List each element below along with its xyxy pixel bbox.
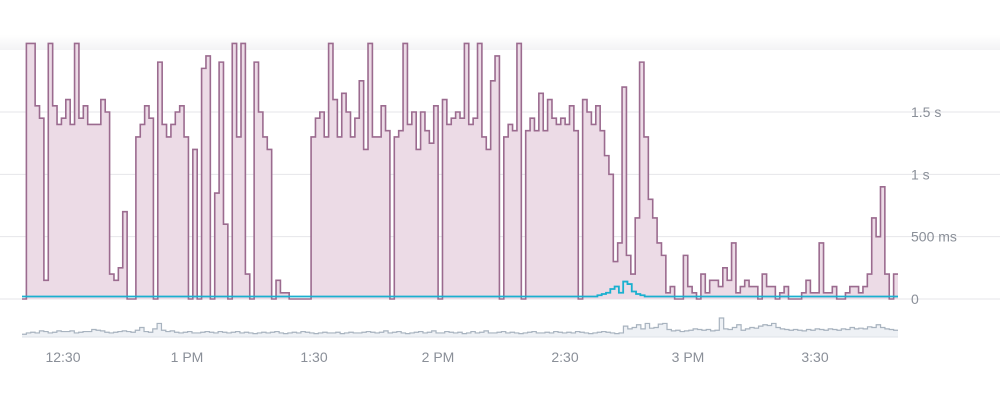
mini-area-fill bbox=[22, 318, 898, 337]
x-tick-label: 1 PM bbox=[171, 349, 204, 365]
y-tick-label: 500 ms bbox=[911, 229, 957, 245]
x-tick-label: 3 PM bbox=[672, 349, 705, 365]
chart-top-shade bbox=[0, 0, 1000, 50]
x-tick-label: 1:30 bbox=[300, 349, 327, 365]
mini-area-line[interactable] bbox=[22, 317, 898, 335]
y-tick-label: 0 bbox=[911, 291, 919, 307]
secondary-line-series[interactable] bbox=[22, 280, 898, 298]
y-tick-label: 1 s bbox=[911, 166, 930, 182]
y-tick-label: 1.5 s bbox=[911, 104, 941, 120]
secondary-line[interactable] bbox=[22, 280, 898, 298]
main-area-series[interactable] bbox=[22, 42, 898, 300]
x-tick-label: 12:30 bbox=[45, 349, 80, 365]
x-axis-labels: 12:30 1 PM 1:30 2 PM 2:30 3 PM 3:30 bbox=[45, 349, 828, 365]
main-area-line[interactable] bbox=[22, 42, 898, 300]
x-tick-label: 2 PM bbox=[422, 349, 455, 365]
y-axis-labels: 0 500 ms 1 s 1.5 s bbox=[911, 104, 957, 307]
x-tick-label: 2:30 bbox=[551, 349, 578, 365]
mini-overview-chart[interactable] bbox=[22, 317, 898, 338]
x-tick-label: 3:30 bbox=[801, 349, 828, 365]
